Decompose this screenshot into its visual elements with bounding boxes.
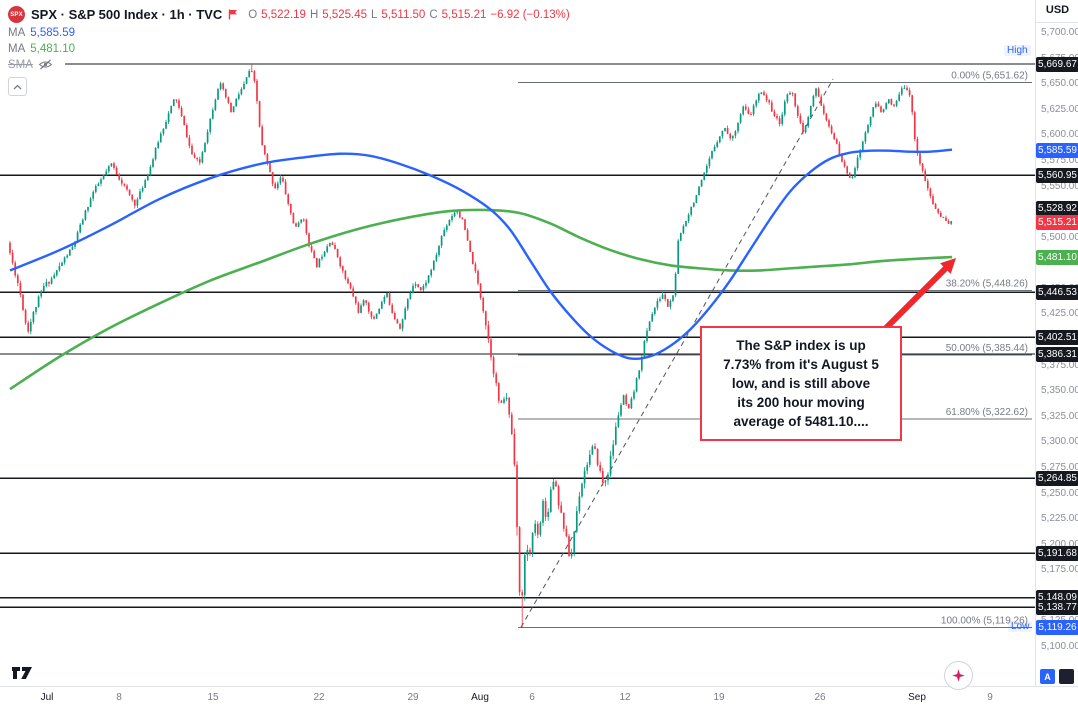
price-axis-badge: 5,528.92 — [1036, 200, 1078, 216]
price-axis-badge: 5,481.10 — [1036, 249, 1078, 265]
ma-slow-label: MA — [8, 42, 26, 55]
trend-line[interactable] — [520, 78, 834, 628]
alert-flag-icon[interactable] — [228, 9, 238, 20]
ma-slow-line — [9, 208, 953, 391]
annotation-callout[interactable]: The S&P index is up 7.73% from it's Augu… — [700, 326, 902, 441]
symbol-row: SPX SPX · S&P 500 Index · 1h · TVC O 5,52… — [8, 5, 570, 24]
candles — [9, 64, 953, 628]
price-axis-badge: 5,515.21 — [1036, 214, 1078, 230]
high-label: H — [309, 8, 319, 21]
price-tick-label: 5,700.00 — [1041, 27, 1078, 38]
svg-text:50.00% (5,385.44): 50.00% (5,385.44) — [946, 343, 1028, 354]
svg-text:100.00% (5,119.26): 100.00% (5,119.26) — [941, 615, 1028, 626]
price-tick-label: 5,275.00 — [1041, 461, 1078, 473]
eye-hidden-icon[interactable] — [38, 59, 53, 70]
price-tick-label: 5,350.00 — [1041, 385, 1078, 397]
price-tick-label: 5,500.00 — [1041, 231, 1078, 243]
svg-text:38.20% (5,448.26): 38.20% (5,448.26) — [946, 279, 1028, 290]
time-axis-label: 6 — [529, 692, 535, 703]
price-axis-badge: 5,386.31 — [1036, 346, 1078, 362]
price-tick-label: 5,300.00 — [1041, 436, 1078, 448]
high-marker: High — [1004, 45, 1031, 56]
price-axis-badge: 5,264.85 — [1036, 470, 1078, 486]
price-tick-label: 5,575.00 — [1041, 154, 1078, 166]
time-axis-label: 29 — [407, 692, 419, 703]
price-tick-label: 5,175.00 — [1041, 564, 1078, 576]
price-tick-label: 5,100.00 — [1041, 641, 1078, 652]
ma-fast-label: MA — [8, 26, 26, 39]
indicator-row-ma-fast: MA 5,585.59 — [8, 25, 570, 40]
price-tick-label: 5,650.00 — [1041, 78, 1078, 90]
ma-fast-line — [9, 148, 953, 361]
time-axis-label: 19 — [713, 692, 725, 703]
price-tick-label: 5,375.00 — [1041, 359, 1078, 371]
currency-label: USD — [1045, 4, 1070, 16]
ohlc-values: O 5,522.19 H 5,525.45 L 5,511.50 C 5,515.21 … — [248, 9, 569, 21]
price-tick-label: 5,600.00 — [1041, 129, 1078, 141]
price-tick-label: 5,550.00 — [1041, 180, 1078, 192]
time-axis-label: 22 — [313, 692, 325, 703]
time-axis-label: 8 — [116, 692, 122, 703]
ma-slow-value: 5,481.10 — [30, 42, 76, 55]
symbol-title[interactable]: SPX · S&P 500 Index · 1h · TVC — [31, 7, 223, 22]
price-tick-label: 5,325.00 — [1041, 410, 1078, 422]
time-axis-label: 9 — [987, 692, 993, 703]
high-value: 5,525.45 — [322, 8, 368, 21]
price-axis-badge: 5,560.95 — [1036, 167, 1078, 183]
price-tick-label: 5,625.00 — [1041, 103, 1078, 115]
price-tick-label: 5,225.00 — [1041, 513, 1078, 525]
price-tick-label: 5,425.00 — [1041, 308, 1078, 320]
symbol-logo-text: SPX — [10, 11, 23, 18]
collapse-pane-button[interactable] — [8, 77, 27, 96]
price-chart[interactable]: 0.00% (5,651.62) 38.20% (5,448.26) 50.00% … — [0, 0, 1035, 686]
price-axis-badge: 5,402.51 — [1036, 329, 1078, 345]
tradingview-logo[interactable] — [12, 664, 36, 686]
time-axis-label: 26 — [814, 692, 826, 703]
scale-mode-button[interactable] — [1059, 669, 1074, 684]
open-label: O — [248, 8, 258, 21]
low-label: L — [371, 8, 378, 21]
auto-scale-button[interactable]: A — [1040, 669, 1055, 684]
chart-header: SPX SPX · S&P 500 Index · 1h · TVC O 5,52… — [8, 5, 570, 96]
close-value: 5,515.21 — [441, 8, 487, 21]
axis-divider — [1036, 22, 1078, 23]
price-axis-badge: 5,585.59 — [1036, 142, 1078, 158]
time-axis-label: 12 — [619, 692, 631, 703]
indicator-row-sma: SMA — [8, 57, 570, 72]
svg-text:0.00% (5,651.62): 0.00% (5,651.62) — [951, 71, 1028, 82]
open-value: 5,522.19 — [261, 8, 306, 21]
sma-label: SMA — [8, 58, 33, 71]
time-axis-label: Sep — [908, 692, 926, 703]
time-axis-label: Aug — [471, 692, 489, 703]
close-label: C — [429, 8, 438, 21]
price-axis-badge: 5,191.68 — [1036, 545, 1078, 561]
time-axis-label: 15 — [207, 692, 219, 703]
price-scale[interactable]: USD 5,100.005,125.005,150.005,175.005,20… — [1035, 0, 1078, 709]
price-axis-badge: 5,138.77 — [1036, 599, 1078, 615]
svg-text:61.80% (5,322.62): 61.80% (5,322.62) — [946, 407, 1028, 418]
price-axis-badge: 5,669.67 — [1036, 56, 1078, 72]
annotation-arrow[interactable] — [875, 258, 956, 339]
price-tick-label: 5,200.00 — [1041, 538, 1078, 550]
ma-fast-value: 5,585.59 — [30, 26, 76, 39]
change-value: −6.92 (−0.13%) — [490, 8, 570, 21]
magic-button[interactable] — [944, 661, 973, 690]
time-axis-label: Jul — [40, 692, 54, 703]
time-scale[interactable]: Jul 8 15 22 29 Aug 6 12 19 26 Sep 9 — [0, 686, 1078, 710]
price-axis-badge: 5,446.53 — [1036, 284, 1078, 300]
sparkle-icon — [951, 668, 966, 683]
indicator-row-ma-slow: MA 5,481.10 — [8, 41, 570, 56]
chevron-up-icon — [13, 84, 22, 89]
low-marker: Low — [1008, 621, 1033, 632]
symbol-logo-icon: SPX — [8, 6, 25, 23]
low-value: 5,511.50 — [381, 8, 426, 21]
price-tick-label: 5,250.00 — [1041, 487, 1078, 499]
price-axis-badge: 5,119.26 — [1036, 619, 1078, 635]
